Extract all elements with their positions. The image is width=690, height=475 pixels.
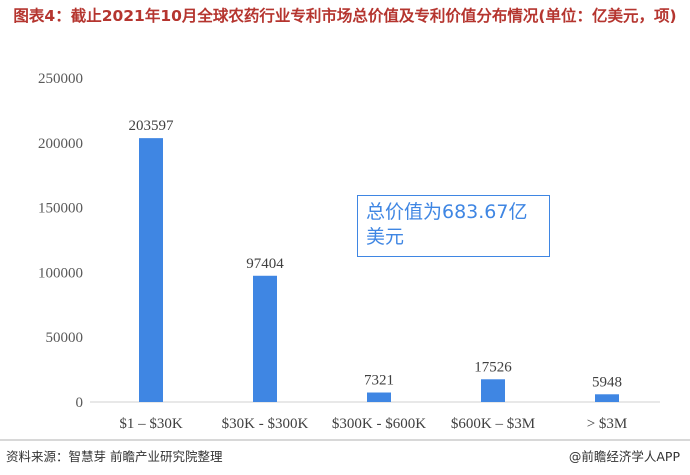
y-tick-label: 50000 [46,330,84,346]
brand: @前瞻经济学人APP [568,449,680,464]
bar [595,394,619,402]
value-label: 203597 [129,118,175,134]
annotation: 总价值为683.67亿美元 [357,195,550,257]
bar [253,275,277,402]
y-tick-label: 100000 [38,265,83,281]
y-tick-label: 250000 [38,71,83,87]
x-tick-label: $600K – $3M [451,416,535,432]
value-label: 7321 [364,373,394,389]
source: 资料来源：智慧芽 前瞻产业研究院整理 [6,449,223,464]
x-tick-label: > $3M [587,416,628,432]
chart-title: 图表4：截止2021年10月全球农药行业专利市场总价值及专利价值分布情况(单位：… [13,7,677,25]
y-tick-label: 0 [76,395,84,411]
bar [139,138,163,402]
value-label: 17526 [474,359,512,375]
y-tick-label: 200000 [38,136,83,152]
bar [367,392,391,402]
value-label: 97404 [246,256,284,272]
y-tick-label: 150000 [38,201,83,217]
value-label: 5948 [592,374,622,390]
x-tick-label: $300K - $600K [332,416,426,432]
x-tick-label: $30K - $300K [222,416,309,432]
x-tick-label: $1 – $30K [119,416,183,432]
bar [481,379,505,402]
